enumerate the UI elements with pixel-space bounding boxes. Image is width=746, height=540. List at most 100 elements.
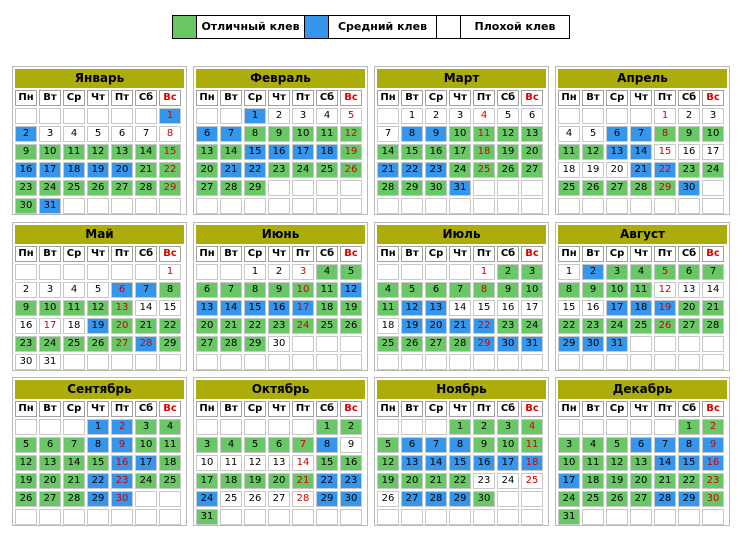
weekday-header: Ср	[606, 90, 628, 106]
weekday-header: Чт	[630, 246, 652, 262]
day-cell: 2	[702, 419, 724, 435]
weekday-header: Сб	[497, 246, 519, 262]
empty-cell	[521, 354, 543, 370]
day-cell: 18	[630, 300, 652, 316]
day-cell: 14	[702, 282, 724, 298]
day-cell: 20	[425, 318, 447, 334]
empty-cell	[425, 509, 447, 525]
month-10: Октябрь Пн Вт Ср Чт Пт Сб Вс 1 2 3 4 5 6 7 8 9 10 11 12 13 14…	[193, 377, 368, 526]
empty-cell	[220, 509, 242, 525]
weekday-header: Пт	[111, 401, 133, 417]
day-cell: 23	[473, 473, 495, 489]
month-title: Апрель	[558, 69, 727, 88]
day-cell: 13	[630, 455, 652, 471]
day-cell: 1	[473, 264, 495, 280]
day-cell: 21	[63, 473, 85, 489]
month-title: Октябрь	[196, 380, 365, 399]
day-cell: 28	[220, 180, 242, 196]
day-cell: 27	[111, 336, 133, 352]
empty-cell	[678, 198, 700, 214]
day-cell: 29	[678, 491, 700, 507]
empty-cell	[220, 264, 242, 280]
day-cell: 28	[135, 180, 157, 196]
day-cell: 13	[268, 455, 290, 471]
weekday-header: Чт	[630, 401, 652, 417]
month-9: Сентябрь Пн Вт Ср Чт Пт Сб Вс 1 2 3 4 5 6 7 8 9 10 11 12 13 1…	[12, 377, 187, 526]
day-cell: 10	[196, 455, 218, 471]
day-cell: 15	[654, 144, 676, 160]
empty-cell	[292, 180, 314, 196]
day-cell: 25	[220, 491, 242, 507]
day-cell: 24	[497, 473, 519, 489]
day-cell: 2	[268, 264, 290, 280]
weekday-header: Чт	[87, 246, 109, 262]
empty-cell	[425, 264, 447, 280]
empty-cell	[63, 509, 85, 525]
month-title: Сентябрь	[15, 380, 184, 399]
day-cell: 24	[135, 473, 157, 489]
empty-cell	[292, 419, 314, 435]
empty-cell	[473, 180, 495, 196]
weekday-header: Пт	[473, 401, 495, 417]
day-cell: 8	[159, 282, 181, 298]
day-cell: 31	[39, 354, 61, 370]
month-grid: Пн Вт Ср Чт Пт Сб Вс 1 2 3 4 5 6 7 8 9 10 11 12 13 14 15 16 17 1…	[558, 401, 724, 525]
day-cell: 5	[582, 126, 604, 142]
day-cell: 12	[340, 282, 362, 298]
day-cell: 18	[316, 300, 338, 316]
empty-cell	[244, 509, 266, 525]
empty-cell	[582, 354, 604, 370]
empty-cell	[244, 354, 266, 370]
empty-cell	[606, 108, 628, 124]
day-cell: 10	[292, 126, 314, 142]
day-cell: 20	[268, 473, 290, 489]
day-cell: 4	[63, 282, 85, 298]
day-cell: 20	[630, 473, 652, 489]
day-cell: 3	[292, 108, 314, 124]
day-cell: 13	[111, 300, 133, 316]
empty-cell	[63, 264, 85, 280]
day-cell: 4	[316, 264, 338, 280]
day-cell: 11	[377, 300, 399, 316]
day-cell: 18	[63, 318, 85, 334]
weekday-header: Ср	[425, 246, 447, 262]
day-cell: 20	[606, 162, 628, 178]
day-cell: 11	[220, 455, 242, 471]
day-cell: 22	[159, 162, 181, 178]
day-cell: 12	[15, 455, 37, 471]
day-cell: 24	[521, 318, 543, 334]
empty-cell	[425, 419, 447, 435]
day-cell: 25	[377, 336, 399, 352]
day-cell: 27	[425, 336, 447, 352]
day-cell: 29	[244, 180, 266, 196]
day-cell: 1	[244, 264, 266, 280]
empty-cell	[63, 419, 85, 435]
empty-cell	[87, 509, 109, 525]
empty-cell	[377, 509, 399, 525]
day-cell: 19	[340, 300, 362, 316]
day-cell: 22	[449, 473, 471, 489]
day-cell: 15	[159, 144, 181, 160]
day-cell: 5	[87, 282, 109, 298]
day-cell: 25	[582, 491, 604, 507]
month-5: Май Пн Вт Ср Чт Пт Сб Вс 1 2 3 4 5 6 7 8 9 10 11 12 13 14 15 16…	[12, 222, 187, 371]
empty-cell	[401, 264, 423, 280]
day-cell: 16	[268, 300, 290, 316]
day-cell: 15	[449, 455, 471, 471]
month-grid: Пн Вт Ср Чт Пт Сб Вс 1 2 3 4 5 6 7 8 9 10 11 12 13 14 15 16 17 1…	[196, 246, 362, 370]
day-cell: 15	[316, 455, 338, 471]
empty-cell	[292, 509, 314, 525]
day-cell: 9	[425, 126, 447, 142]
weekday-header: Пт	[292, 401, 314, 417]
day-cell: 16	[15, 162, 37, 178]
day-cell: 20	[111, 318, 133, 334]
day-cell: 8	[678, 437, 700, 453]
empty-cell	[340, 198, 362, 214]
empty-cell	[702, 336, 724, 352]
month-1: Январь Пн Вт Ср Чт Пт Сб Вс 1 2 3 4 5 6 7 8 9 10 11 12 13 14 1…	[12, 66, 187, 215]
day-cell: 26	[87, 180, 109, 196]
weekday-header: Ср	[244, 246, 266, 262]
day-cell: 14	[630, 144, 652, 160]
day-cell: 12	[244, 455, 266, 471]
day-cell: 22	[87, 473, 109, 489]
